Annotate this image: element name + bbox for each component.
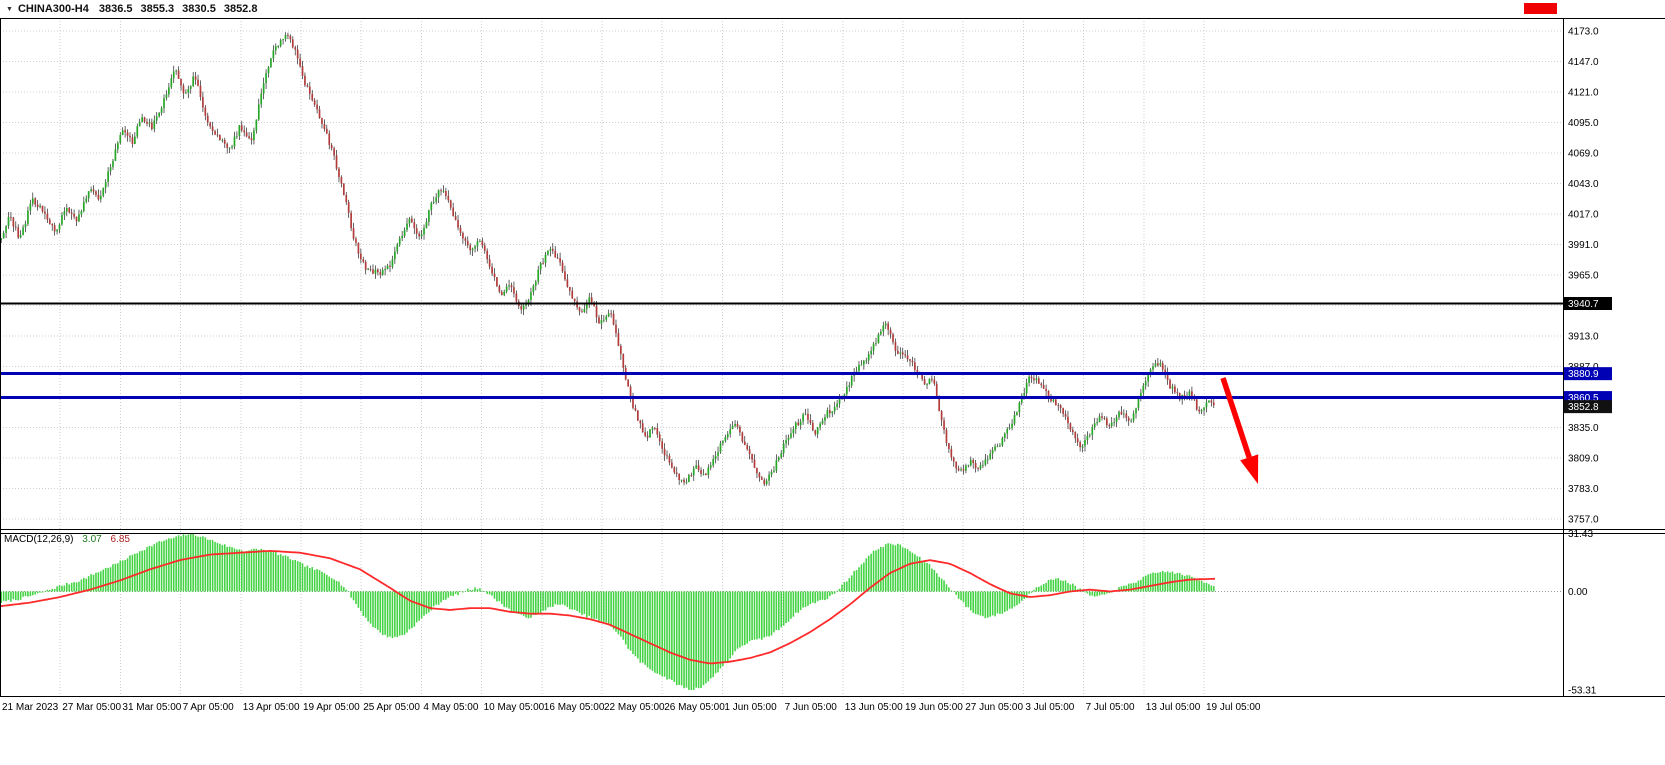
macd-name: MACD(12,26,9) (4, 534, 74, 545)
macd-value: 3.07 (82, 534, 102, 545)
quote-high: 3855.3 (140, 3, 175, 15)
quote-open: 3836.5 (98, 3, 133, 15)
price-axis-label: 4069.0 (1568, 149, 1599, 160)
time-axis-label: 19 Jun 05:00 (905, 702, 963, 713)
time-axis-label: 13 Apr 05:00 (243, 702, 300, 713)
time-axis-label: 25 Apr 05:00 (363, 702, 420, 713)
time-axis-label: 7 Apr 05:00 (183, 702, 235, 713)
sell-arrow-shaft[interactable] (1220, 377, 1252, 459)
level-lines[interactable] (0, 302, 1563, 400)
time-axis-label: 21 Mar 2023 (2, 702, 59, 713)
annotations[interactable] (1220, 377, 1259, 484)
time-axis-label: 7 Jul 05:00 (1086, 702, 1135, 713)
price-level-badge (1564, 400, 1612, 414)
candlestick-series (0, 32, 1215, 487)
macd-axis-label: 0.00 (1568, 587, 1588, 598)
header-red-indicator (1524, 3, 1557, 14)
price-axis-label: 4017.0 (1568, 210, 1599, 221)
price-level-badge-text: 3852.8 (1568, 402, 1599, 413)
price-axis-label: 3809.0 (1568, 454, 1599, 465)
price-axis-label: 3913.0 (1568, 332, 1599, 343)
price-axis-label: 4121.0 (1568, 88, 1599, 99)
price-axis-label: 3783.0 (1568, 484, 1599, 495)
price-axis-label: 4095.0 (1568, 118, 1599, 129)
price-axis-label: 3757.0 (1568, 515, 1599, 526)
time-axis-label: 19 Jul 05:00 (1206, 702, 1261, 713)
sell-arrow-head[interactable] (1240, 454, 1259, 484)
time-axis-label: 1 Jun 05:00 (724, 702, 777, 713)
symbol-dropdown-icon[interactable]: ▼ (6, 5, 13, 13)
time-axis-label: 10 May 05:00 (484, 702, 545, 713)
price-axis-label: 4043.0 (1568, 179, 1599, 190)
price-level-badge (1564, 297, 1612, 311)
quote-close: 3852.8 (223, 3, 258, 15)
time-axis-label: 16 May 05:00 (544, 702, 605, 713)
price-axis-label: 3835.0 (1568, 423, 1599, 434)
panel-borders (0, 18, 1665, 697)
axes: 21 Mar 2023 27 Mar 05:00 31 Mar 05:00 7 Apr… (2, 27, 1612, 713)
time-axis-label: 19 Apr 05:00 (303, 702, 360, 713)
time-axis-label: 31 Mar 05:00 (122, 702, 181, 713)
trading-chart-canvas[interactable]: 21 Mar 2023 27 Mar 05:00 31 Mar 05:00 7 Apr… (0, 18, 1665, 765)
time-axis-label: 7 Jun 05:00 (785, 702, 838, 713)
time-axis-label: 22 May 05:00 (604, 702, 665, 713)
macd-signal-value: 6.85 (110, 534, 130, 545)
price-level-badge-text: 3860.5 (1568, 393, 1599, 404)
quote-low: 3830.5 (182, 3, 216, 15)
time-axis-label: 13 Jun 05:00 (845, 702, 903, 713)
price-level-badge-text: 3940.7 (1568, 299, 1599, 310)
macd-signal-line (0, 550, 1216, 665)
price-axis-label: 3991.0 (1568, 240, 1599, 251)
time-axis-label: 27 Jun 05:00 (965, 702, 1023, 713)
macd-axis-label: -53.31 (1568, 685, 1597, 696)
chart-header: ▼ CHINA300-H4 3836.5 3855.3 3830.5 3852.… (0, 0, 1665, 18)
time-axis-label: 3 Jul 05:00 (1025, 702, 1074, 713)
time-axis-label: 4 May 05:00 (423, 702, 478, 713)
macd-indicator-label: MACD(12,26,9) 3.07 6.85 (4, 534, 130, 545)
price-axis-label: 3965.0 (1568, 271, 1599, 282)
price-level-badge-text: 3880.9 (1568, 369, 1599, 380)
price-level-badge (1564, 367, 1612, 381)
macd-panel (0, 534, 1216, 691)
price-axis-label: 4173.0 (1568, 27, 1599, 38)
macd-axis-label: 31.43 (1568, 529, 1593, 540)
time-axis-label: 13 Jul 05:00 (1146, 702, 1201, 713)
symbol-title: CHINA300-H4 (17, 3, 89, 15)
price-axis-label: 4147.0 (1568, 57, 1599, 68)
time-axis-label: 27 Mar 05:00 (62, 702, 121, 713)
time-axis-label: 26 May 05:00 (664, 702, 725, 713)
